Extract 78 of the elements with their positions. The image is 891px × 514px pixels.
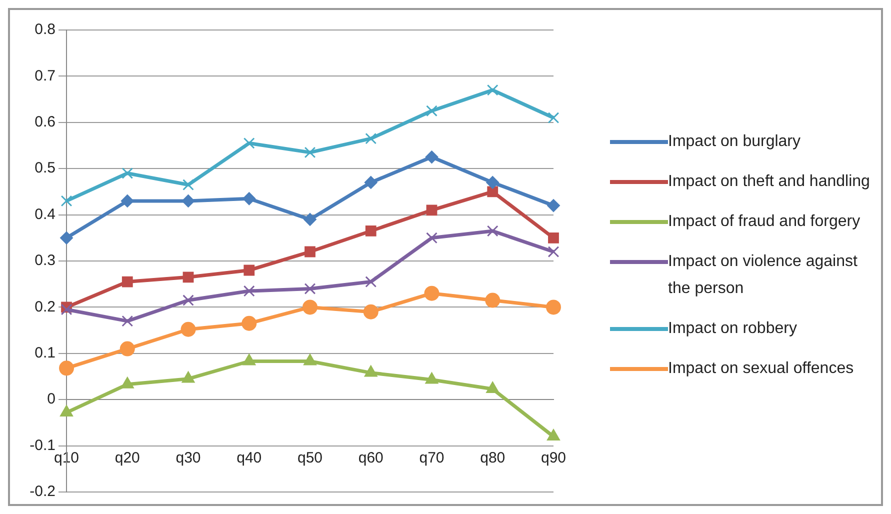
x-tick-label: q50 (297, 450, 323, 467)
point (546, 300, 561, 315)
point (364, 365, 378, 377)
point (486, 84, 498, 96)
point (486, 176, 500, 189)
point (59, 360, 74, 376)
point (546, 199, 560, 212)
x-tick-label: q60 (358, 450, 384, 467)
y-tick-label: 0.3 (34, 252, 56, 270)
y-tick-label: 0.5 (34, 160, 56, 177)
y-tick-label: -0.2 (30, 483, 56, 500)
point (546, 429, 560, 441)
y-tick-label: 0.8 (34, 21, 56, 38)
point (548, 246, 560, 258)
point (485, 292, 500, 308)
point (548, 112, 560, 124)
point (548, 232, 559, 244)
point (425, 372, 438, 384)
point (242, 316, 257, 331)
y-tick-label: -0.1 (30, 436, 56, 454)
point (426, 204, 438, 216)
legend-label: Impact of fraud and forgery (668, 212, 860, 232)
point (182, 194, 195, 208)
x-tick-label: q20 (114, 450, 140, 467)
point (363, 304, 378, 320)
y-tick-label: 0.4 (34, 206, 56, 223)
point (365, 132, 377, 144)
point (182, 294, 194, 306)
point (304, 283, 316, 294)
point (365, 276, 377, 288)
point (60, 405, 74, 417)
point (120, 341, 135, 356)
x-tick-label: q70 (419, 450, 444, 467)
legend-label: Impact on theft and handling (668, 172, 870, 192)
point (122, 168, 134, 179)
point (424, 286, 440, 301)
point (425, 150, 438, 164)
legend-label: Impact on violence against the person (668, 252, 858, 298)
point (426, 232, 438, 244)
point (486, 381, 500, 393)
x-tick-label: q40 (236, 450, 262, 467)
point (242, 354, 256, 366)
point (364, 176, 378, 189)
legend-label: Impact on burglary (668, 132, 801, 152)
point (122, 315, 134, 327)
point (304, 246, 316, 258)
x-tick-label: q90 (540, 450, 566, 467)
legend-label: Impact on sexual offences (668, 358, 854, 378)
point (304, 212, 316, 226)
point (182, 179, 194, 190)
y-tick-label: 0 (47, 390, 56, 408)
y-tick-label: 0.7 (34, 67, 56, 84)
point (122, 276, 133, 288)
point (120, 194, 134, 208)
point (243, 137, 255, 149)
point (486, 225, 498, 237)
point (243, 285, 255, 297)
point (120, 376, 134, 388)
point (182, 272, 194, 283)
y-tick-label: 0.1 (34, 344, 56, 362)
y-tick-label: 0.6 (34, 114, 56, 131)
x-tick-label: q80 (480, 450, 506, 467)
point (60, 304, 72, 316)
point (182, 371, 195, 383)
point (426, 105, 438, 117)
y-tick-label: 0.2 (34, 298, 56, 316)
point (487, 186, 498, 198)
legend-label: Impact on robbery (668, 318, 797, 338)
point (302, 300, 318, 315)
point (365, 226, 376, 236)
point (180, 322, 196, 337)
point (242, 192, 256, 206)
point (244, 264, 255, 276)
point (304, 146, 316, 158)
point (303, 354, 317, 366)
point (60, 231, 74, 244)
x-tick-label: q30 (176, 450, 201, 467)
point (60, 195, 72, 207)
